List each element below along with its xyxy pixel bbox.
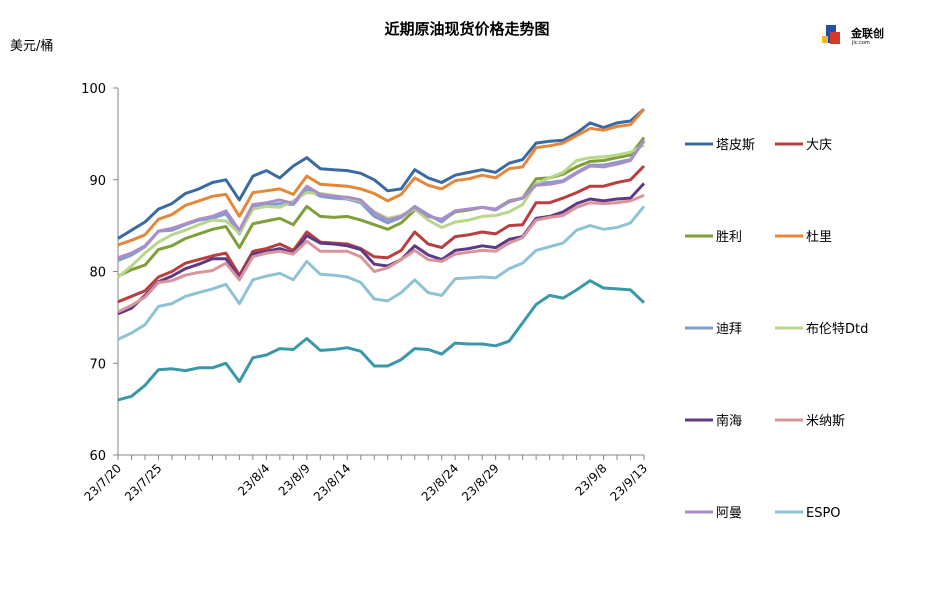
legend-label: 塔皮斯 — [716, 138, 755, 153]
x-tick-label: 23/7/25 — [122, 461, 165, 504]
legend-label: 迪拜 — [716, 322, 742, 337]
x-tick-label: 23/8/9 — [276, 461, 313, 498]
legend-label: ESPO — [806, 506, 841, 521]
series-line-2 — [117, 164, 646, 304]
logo: 金联创 jlc.com — [822, 25, 884, 46]
legend-label: 布伦特Dtd — [806, 322, 868, 337]
x-tick-label: 23/9/8 — [572, 461, 609, 498]
y-tick-label: 90 — [89, 174, 106, 189]
x-tick-label: 23/7/20 — [82, 461, 125, 504]
y-ticks: 60 70 80 90 100 — [81, 82, 118, 464]
legend-label: 大庆 — [806, 138, 832, 153]
legend-label: 米纳斯 — [806, 414, 845, 429]
y-tick-label: 70 — [89, 357, 106, 372]
y-tick-label: 100 — [81, 82, 106, 97]
series-lines — [117, 107, 646, 402]
logo-mark-yellow — [822, 36, 828, 43]
legend-label: 杜里 — [806, 230, 832, 245]
x-tick-label: 23/8/4 — [235, 461, 272, 498]
logo-text: 金联创 — [850, 26, 884, 40]
y-tick-label: 80 — [89, 266, 106, 281]
series-line-4 — [117, 108, 646, 247]
legend-label: 南海 — [716, 413, 742, 429]
y-tick-label: 60 — [89, 449, 106, 464]
series-line-8 — [117, 193, 645, 314]
x-tick-label: 23/8/14 — [311, 461, 354, 504]
x-tick-label: 23/8/29 — [459, 461, 502, 504]
legend-label: 胜利 — [716, 230, 742, 245]
logo-mark-red — [830, 32, 840, 44]
logo-subtext: jlc.com — [851, 40, 870, 46]
series-line-9 — [117, 139, 646, 260]
series-line-1 — [117, 107, 645, 240]
legend-label: 阿曼 — [716, 506, 742, 521]
series-line-3 — [117, 136, 646, 278]
x-tick-label: 23/9/13 — [608, 461, 651, 504]
series-line-10 — [117, 205, 646, 341]
y-axis-unit: 美元/桶 — [10, 39, 53, 54]
x-tick-label: 23/8/24 — [419, 461, 462, 504]
series-line-11 — [117, 279, 646, 402]
series-line-7 — [117, 182, 646, 316]
chart-title: 近期原油现货价格走势图 — [384, 20, 549, 38]
